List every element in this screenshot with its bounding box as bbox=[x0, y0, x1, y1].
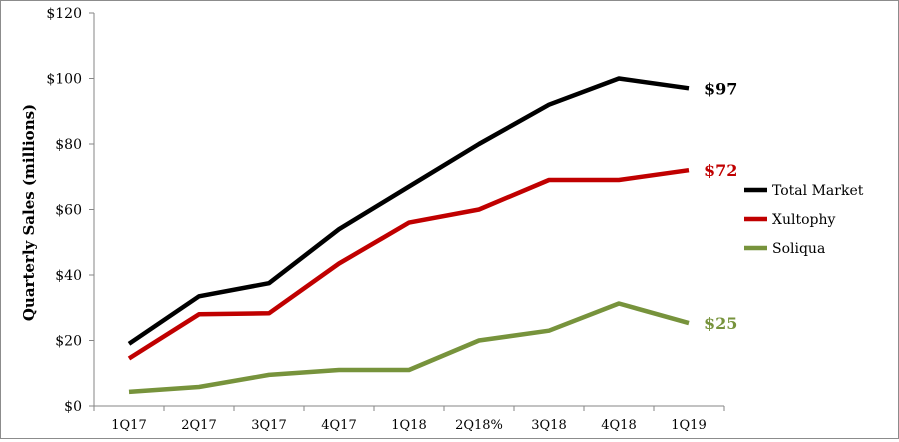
y-tick-label: $60 bbox=[55, 203, 82, 219]
end-value-label: $25 bbox=[704, 314, 737, 333]
series-line-soliqua bbox=[128, 301, 690, 395]
y-tick-label: $40 bbox=[55, 268, 82, 284]
x-tick-label: 2Q17 bbox=[181, 418, 216, 433]
legend-label: Total Market bbox=[772, 183, 864, 199]
series-line-xultophy bbox=[127, 167, 690, 361]
x-tick-label: 1Q18 bbox=[391, 418, 426, 433]
x-tick-label: 4Q18 bbox=[601, 418, 636, 433]
y-tick-label: $80 bbox=[55, 137, 82, 153]
legend-label: Soliqua bbox=[772, 241, 825, 257]
y-tick-label: $120 bbox=[46, 6, 82, 22]
y-tick-label: $0 bbox=[64, 399, 82, 415]
end-value-label: $72 bbox=[704, 161, 737, 180]
x-tick-label: 4Q17 bbox=[321, 418, 356, 433]
y-axis-title: Quarterly Sales (millions) bbox=[20, 104, 38, 321]
y-tick-label: $20 bbox=[55, 334, 82, 350]
series-layer bbox=[127, 76, 690, 395]
x-tick-label: 3Q17 bbox=[251, 418, 286, 433]
labels-layer: $97 $72 $25 bbox=[704, 79, 737, 333]
series-line-total-market bbox=[127, 76, 690, 346]
x-tick-label: 2Q18% bbox=[455, 418, 503, 433]
legend-label: Xultophy bbox=[772, 212, 835, 228]
axes-layer: $0 $20 $40 $60 $80 $100 $120 1Q17 2Q17 3Q17 4Q17 1Q… bbox=[20, 6, 725, 433]
y-tick-label: $100 bbox=[46, 72, 82, 88]
x-tick-label: 3Q18 bbox=[531, 418, 566, 433]
x-tick-label: 1Q17 bbox=[111, 418, 146, 433]
x-tick-label: 1Q19 bbox=[671, 418, 706, 433]
end-value-label: $97 bbox=[704, 79, 737, 98]
legend: Total Market Xultophy Soliqua bbox=[744, 183, 864, 257]
